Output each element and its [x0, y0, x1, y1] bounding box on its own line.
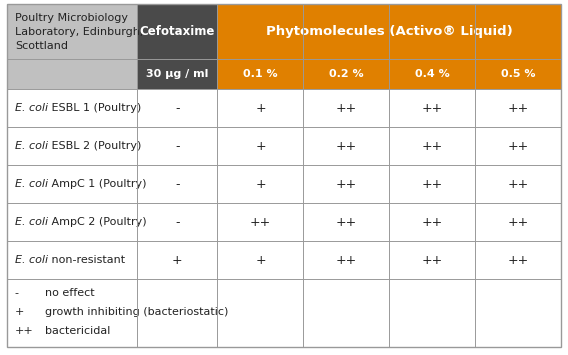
Text: ++: ++ [336, 216, 357, 229]
Text: ++: ++ [336, 140, 357, 153]
Bar [7, 89, 561, 347]
Bar [389, 59, 475, 89]
Text: ++: ++ [421, 178, 443, 191]
Text: -: - [175, 178, 179, 191]
Bar [137, 4, 218, 59]
Text: E. coli: E. coli [15, 141, 48, 152]
Text: Phytomolecules (Activo® Liquid): Phytomolecules (Activo® Liquid) [266, 25, 513, 38]
Text: ++: ++ [336, 102, 357, 115]
Text: ++: ++ [421, 102, 443, 115]
Text: ++: ++ [508, 178, 529, 191]
Text: ++: ++ [508, 254, 529, 267]
Text: no effect: no effect [45, 288, 94, 298]
Text: Poultry Microbiology
Laboratory, Edinburgh,
Scottland: Poultry Microbiology Laboratory, Edinbur… [15, 13, 143, 51]
Bar [303, 59, 389, 89]
Text: -: - [175, 216, 179, 229]
Text: E. coli: E. coli [15, 103, 48, 114]
Text: E. coli: E. coli [15, 255, 48, 266]
Bar [137, 59, 218, 89]
Text: 0.1 %: 0.1 % [243, 69, 278, 80]
Text: ++: ++ [421, 254, 443, 267]
Text: growth inhibiting (bacteriostatic): growth inhibiting (bacteriostatic) [45, 307, 228, 317]
Bar [7, 59, 137, 89]
Text: ++: ++ [421, 216, 443, 229]
Text: +: + [255, 140, 266, 153]
Text: ESBL 2 (Poultry): ESBL 2 (Poultry) [48, 141, 141, 152]
Text: -: - [175, 140, 179, 153]
Text: ++: ++ [15, 326, 34, 337]
Text: ++: ++ [250, 216, 271, 229]
Bar [218, 4, 561, 59]
Text: ++: ++ [508, 102, 529, 115]
Text: ++: ++ [421, 140, 443, 153]
Text: Cefotaxime: Cefotaxime [140, 25, 215, 38]
Text: bactericidal: bactericidal [45, 326, 110, 337]
Text: +: + [15, 307, 24, 317]
Bar [218, 59, 303, 89]
Text: non-resistant: non-resistant [48, 255, 125, 266]
Bar [7, 4, 137, 59]
Text: +: + [255, 178, 266, 191]
Text: E. coli: E. coli [15, 217, 48, 228]
Text: +: + [255, 254, 266, 267]
Text: AmpC 2 (Poultry): AmpC 2 (Poultry) [48, 217, 147, 228]
Text: ++: ++ [336, 178, 357, 191]
Text: ++: ++ [336, 254, 357, 267]
Text: +: + [255, 102, 266, 115]
Text: -: - [175, 102, 179, 115]
Text: -: - [15, 288, 19, 298]
Text: ++: ++ [508, 140, 529, 153]
Text: ++: ++ [508, 216, 529, 229]
Text: 0.5 %: 0.5 % [501, 69, 536, 80]
Text: 0.4 %: 0.4 % [415, 69, 450, 80]
Bar [475, 59, 561, 89]
Text: 0.2 %: 0.2 % [329, 69, 364, 80]
Text: AmpC 1 (Poultry): AmpC 1 (Poultry) [48, 179, 147, 190]
Text: E. coli: E. coli [15, 179, 48, 190]
Text: ESBL 1 (Poultry): ESBL 1 (Poultry) [48, 103, 141, 114]
Text: 30 μg / ml: 30 μg / ml [146, 69, 208, 80]
Text: +: + [172, 254, 182, 267]
